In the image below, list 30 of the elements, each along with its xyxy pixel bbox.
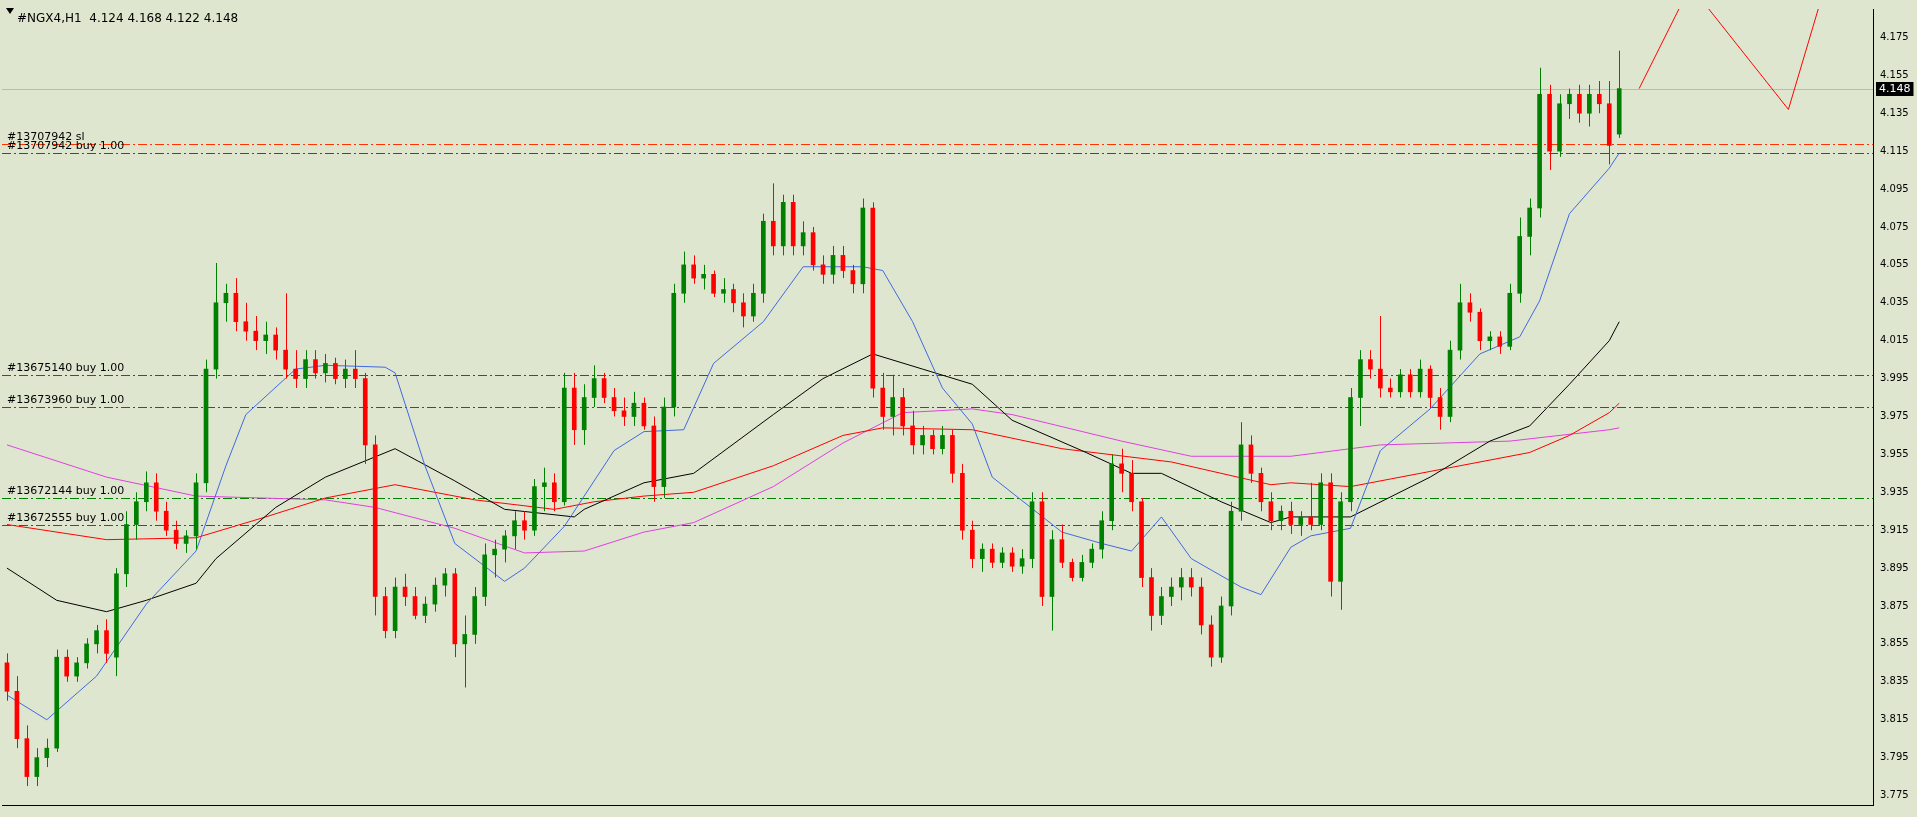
ref-line-label: 4.148: [1879, 81, 1911, 95]
y-tick-label: 4.175: [1880, 31, 1909, 43]
ref-line-label: #13675140 buy 1.00: [7, 361, 125, 375]
y-tick-label: 4.015: [1880, 334, 1909, 346]
y-tick-label: 4.135: [1880, 106, 1909, 118]
y-tick-label: 4.115: [1880, 144, 1909, 156]
y-tick-label: 3.855: [1880, 637, 1909, 649]
y-tick-label: 3.775: [1880, 789, 1909, 801]
candlestick: [721, 277, 726, 304]
y-tick-label: 3.975: [1880, 410, 1909, 422]
y-tick-label: 3.915: [1880, 523, 1909, 535]
y-tick-label: 4.075: [1880, 220, 1909, 232]
y-tick-label: 3.955: [1880, 447, 1909, 459]
y-tick-label: 3.815: [1880, 713, 1909, 725]
candlestick: [243, 302, 249, 342]
y-tick-label: 4.155: [1880, 68, 1909, 80]
y-tick-label: 3.935: [1880, 485, 1909, 497]
y-tick-label: 4.035: [1880, 296, 1909, 308]
y-tick-label: 3.835: [1880, 675, 1909, 687]
y-tick-label: 3.895: [1880, 561, 1909, 573]
y-tick-label: 3.995: [1880, 372, 1909, 384]
ref-line-label: #13672144 buy 1.00: [7, 484, 125, 498]
candlestick: [522, 510, 527, 541]
y-tick-label: 4.095: [1880, 182, 1909, 194]
ref-line-label: #13673960 buy 1.00: [7, 393, 125, 407]
chart-title: #NGX4,H1 4.124 4.168 4.122 4.148: [17, 11, 239, 26]
ref-line-label: #13672555 buy 1.00: [7, 511, 125, 525]
y-tick-label: 3.795: [1880, 751, 1909, 763]
y-tick-label: 4.055: [1880, 258, 1909, 270]
y-tick-label: 3.875: [1880, 599, 1909, 611]
